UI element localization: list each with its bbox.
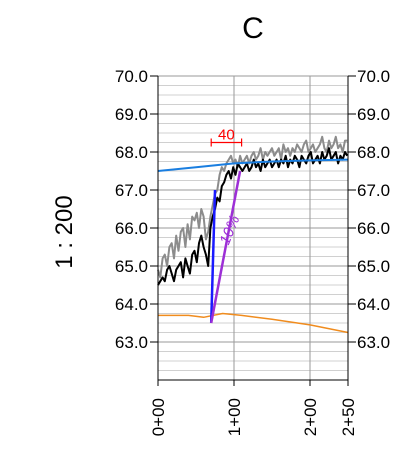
chart-title: C (242, 12, 264, 45)
series-line (157, 158, 349, 172)
y-tick-label-right: 70.0 (357, 67, 390, 86)
y-tick-label-right: 65.0 (357, 257, 390, 276)
y-tick-label: 67.0 (115, 181, 148, 200)
x-tick-label: 0+00 (149, 398, 168, 436)
series-layer (157, 135, 349, 334)
y-tick-label-right: 67.0 (357, 181, 390, 200)
series-line (157, 135, 348, 279)
y-tick-label-right: 64.0 (357, 295, 390, 314)
series-line (209, 189, 217, 324)
y-tick-label-right: 63.0 (357, 333, 390, 352)
x-tick-label: 2+50 (339, 398, 358, 436)
scale-label: 1 : 200 (51, 195, 78, 268)
x-axis-ticks: 0+00 1+00 2+00 2+50 (149, 380, 358, 436)
y-axis-right-ticks: 70.0 69.0 68.0 67.0 66.0 65.0 64.0 63.0 (348, 67, 390, 352)
series-line (158, 312, 349, 334)
y-tick-label: 65.0 (115, 257, 148, 276)
y-axis-left-ticks: 70.0 69.0 68.0 67.0 66.0 65.0 64.0 63.0 (115, 67, 158, 352)
y-tick-label: 66.0 (115, 219, 148, 238)
y-tick-label: 63.0 (115, 333, 148, 352)
x-tick-label: 2+00 (301, 398, 320, 436)
dimension-label: 40 (218, 127, 235, 144)
y-tick-label: 64.0 (115, 295, 148, 314)
gridlines (157, 75, 349, 381)
y-tick-label-right: 68.0 (357, 143, 390, 162)
series-line (209, 170, 242, 324)
y-tick-label-right: 69.0 (357, 105, 390, 124)
y-tick-label: 68.0 (115, 143, 148, 162)
y-tick-label: 70.0 (115, 67, 148, 86)
y-tick-label-right: 66.0 (357, 219, 390, 238)
y-tick-label: 69.0 (115, 105, 148, 124)
x-tick-label: 1+00 (225, 398, 244, 436)
